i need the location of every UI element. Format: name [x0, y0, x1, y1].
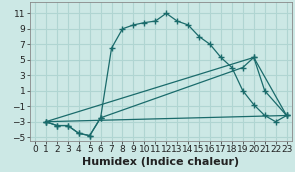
X-axis label: Humidex (Indice chaleur): Humidex (Indice chaleur) — [82, 157, 239, 167]
